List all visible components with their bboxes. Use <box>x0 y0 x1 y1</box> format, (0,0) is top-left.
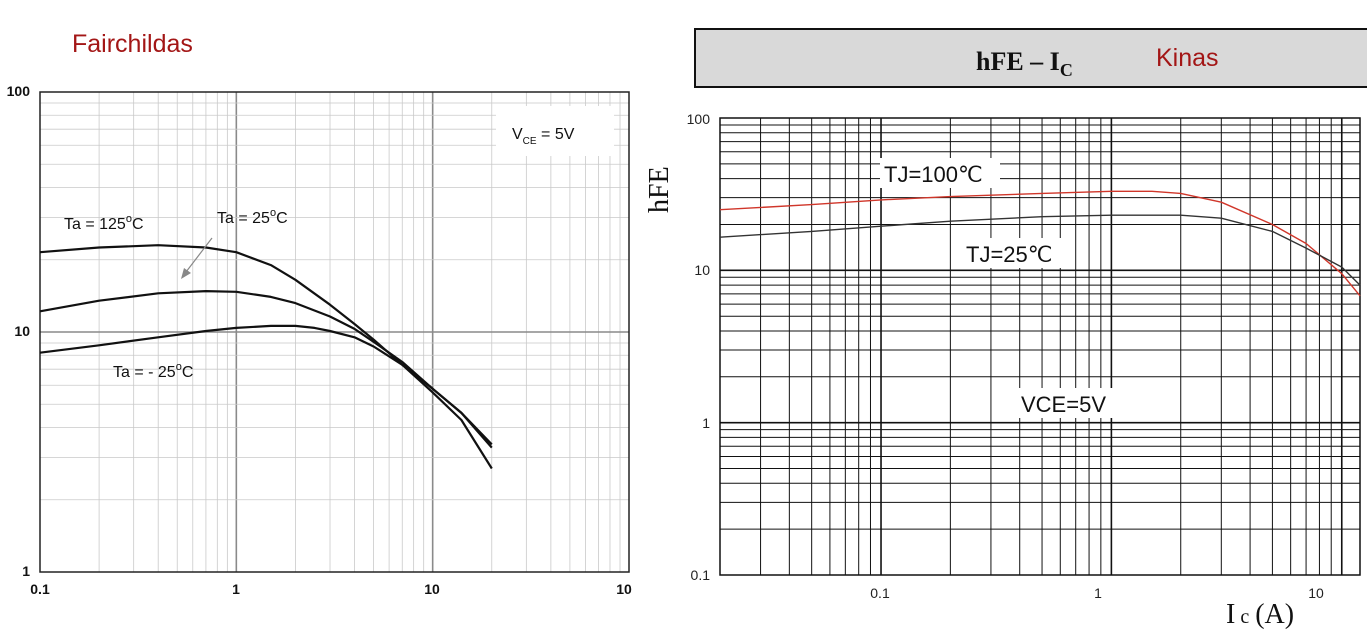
left-legend-arrow-line <box>185 237 213 273</box>
right-x-ticks: 0.1 1 10 <box>870 585 1324 601</box>
left-y-tick-2: 100 <box>7 83 31 99</box>
left-grid <box>40 92 629 572</box>
left-y-tick-0: 1 <box>22 563 30 579</box>
right-y-ticks: 0.1 1 10 100 <box>687 111 711 583</box>
right-x-tick-0: 0.1 <box>870 585 890 601</box>
right-title-bar <box>694 28 1367 88</box>
left-legend-125: Ta = 125oC <box>64 213 144 233</box>
right-grid <box>720 118 1360 575</box>
left-plot-frame <box>39 91 630 573</box>
right-kinas-badge: Kinas <box>1156 44 1219 72</box>
left-chart-title: Fairchildas <box>72 30 193 58</box>
right-legend-tj25: TJ=25℃ <box>966 242 1052 267</box>
right-x-tick-1: 1 <box>1094 585 1102 601</box>
left-x-tick-2: 10 <box>424 581 440 597</box>
right-chart-title: hFE – IC <box>976 47 1073 80</box>
right-series-line-1 <box>719 214 1361 286</box>
right-legend-tj100: TJ=100℃ <box>884 162 983 187</box>
right-y-tick-2: 10 <box>694 262 710 278</box>
left-x-tick-0: 0.1 <box>30 581 50 597</box>
right-x-tick-2: 10 <box>1308 585 1324 601</box>
right-chart: hFE – IC Kinas hFE 0.1 1 10 100 0.1 1 10… <box>644 28 1367 630</box>
right-series-line-0 <box>719 190 1361 297</box>
left-y-ticks: 1 10 100 <box>7 83 31 579</box>
right-vce-bg <box>1016 388 1128 418</box>
left-x-tick-3: 10 <box>616 581 632 597</box>
right-y-tick-1: 1 <box>702 415 710 431</box>
left-vce-annotation: VCE = 5V <box>496 106 614 156</box>
left-series-line-2 <box>39 324 493 449</box>
left-legend-arrowhead <box>181 268 191 279</box>
right-series <box>719 190 1361 297</box>
right-y-axis-label: hFE <box>644 166 675 213</box>
right-y-tick-3: 100 <box>687 111 711 127</box>
right-plot-frame <box>719 117 1361 576</box>
right-vce-label: VCE=5V <box>1021 392 1106 417</box>
left-x-tick-1: 1 <box>232 581 240 597</box>
left-series-line-0 <box>39 244 493 470</box>
right-legend-25-bg <box>962 238 1072 268</box>
left-legend-minus25: Ta = - 25oC <box>113 361 193 381</box>
right-y-tick-0: 0.1 <box>691 567 711 583</box>
right-legend-100-bg <box>880 158 1000 188</box>
left-legend-25: Ta = 25oC <box>217 207 288 227</box>
left-series <box>39 244 493 470</box>
left-vce-box <box>496 106 614 156</box>
left-chart: Fairchildas 0.1 1 10 10 1 10 100 VCE = 5… <box>7 30 632 597</box>
left-y-tick-1: 10 <box>14 323 30 339</box>
left-x-ticks: 0.1 1 10 10 <box>30 581 632 597</box>
